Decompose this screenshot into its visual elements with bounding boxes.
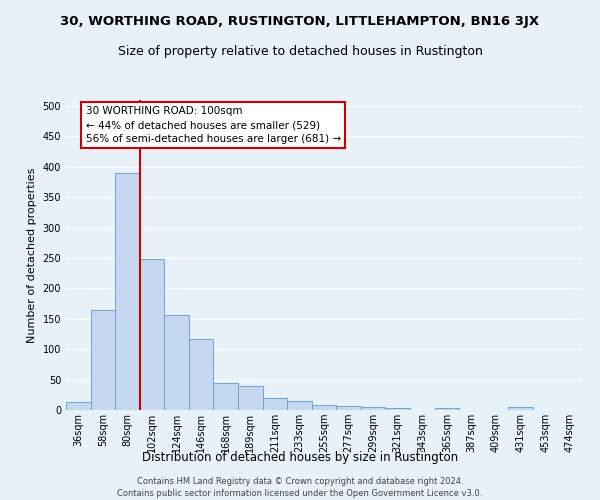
Bar bbox=[336, 406, 361, 410]
Bar bbox=[508, 407, 533, 410]
Bar bbox=[312, 405, 336, 410]
Bar bbox=[214, 384, 238, 410]
Bar bbox=[189, 340, 214, 410]
Y-axis label: Number of detached properties: Number of detached properties bbox=[27, 168, 37, 342]
Bar bbox=[66, 402, 91, 410]
Text: 30, WORTHING ROAD, RUSTINGTON, LITTLEHAMPTON, BN16 3JX: 30, WORTHING ROAD, RUSTINGTON, LITTLEHAM… bbox=[61, 15, 539, 28]
Text: Contains HM Land Registry data © Crown copyright and database right 2024.
Contai: Contains HM Land Registry data © Crown c… bbox=[118, 476, 482, 498]
Text: 30 WORTHING ROAD: 100sqm
← 44% of detached houses are smaller (529)
56% of semi-: 30 WORTHING ROAD: 100sqm ← 44% of detach… bbox=[86, 106, 341, 144]
Bar bbox=[91, 310, 115, 410]
Bar bbox=[263, 398, 287, 410]
Bar bbox=[140, 260, 164, 410]
Text: Distribution of detached houses by size in Rustington: Distribution of detached houses by size … bbox=[142, 451, 458, 464]
Bar bbox=[115, 173, 140, 410]
Bar bbox=[238, 386, 263, 410]
Text: Size of property relative to detached houses in Rustington: Size of property relative to detached ho… bbox=[118, 45, 482, 58]
Bar bbox=[287, 402, 312, 410]
Bar bbox=[164, 314, 189, 410]
Bar bbox=[434, 408, 459, 410]
Bar bbox=[385, 408, 410, 410]
Bar bbox=[361, 407, 385, 410]
